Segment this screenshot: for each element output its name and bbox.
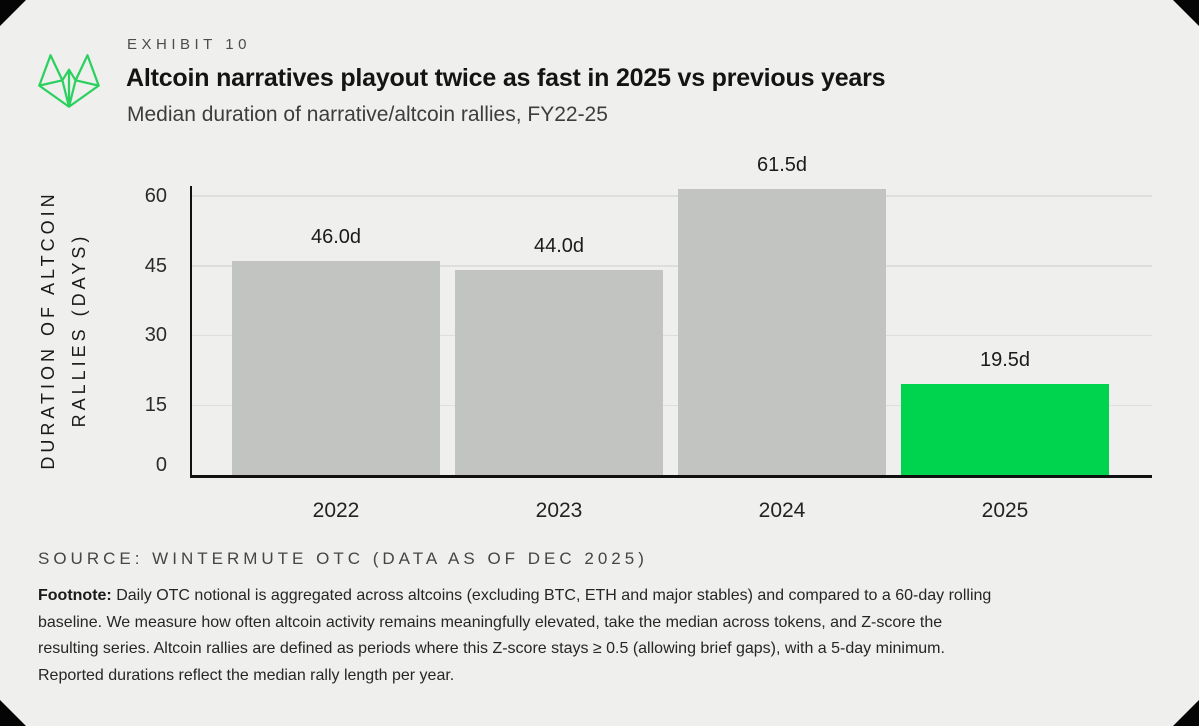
source-line: SOURCE: WINTERMUTE OTC (DATA AS OF DEC 2…: [38, 549, 648, 568]
y-axis-title-line1: DURATION OF ALTCOIN: [38, 190, 58, 470]
footnote: Footnote: Daily OTC notional is aggregat…: [38, 583, 1178, 689]
y-tick-label-60: 60: [144, 184, 167, 207]
wintermute-logo-icon: [38, 54, 100, 108]
footnote-line: baseline. We measure how often altcoin a…: [38, 613, 943, 631]
value-label-2024: 61.5d: [756, 153, 808, 176]
page-subtitle: Median duration of narrative/altcoin ral…: [127, 103, 608, 126]
x-tick-label-2025: 2025: [981, 499, 1029, 522]
x-tick-label-2023: 2023: [535, 499, 583, 522]
footnote-line: Footnote: Daily OTC notional is aggregat…: [38, 583, 1178, 610]
y-tick-label-30: 30: [144, 324, 167, 347]
bar-2025: [901, 384, 1109, 475]
gridline-30: [192, 334, 1152, 337]
value-label-2025: 19.5d: [979, 349, 1031, 372]
footnote-line: Reported durations reflect the median ra…: [38, 666, 455, 684]
bar-2024: [678, 188, 886, 475]
y-tick-label-15: 15: [144, 394, 167, 417]
footnote-line: resulting series. Altcoin rallies are de…: [38, 640, 945, 657]
footnote-label: Footnote:: [38, 587, 112, 604]
value-label-2022: 46.0d: [310, 225, 362, 248]
x-tick-label-2022: 2022: [312, 499, 360, 522]
plot-area: 0 15 30 45 60 46.0d 2022 44.0d 2023 61.5d 2024 19.5…: [145, 154, 1152, 522]
y-axis-title: DURATION OF ALTCOIN RALLIES (DAYS): [33, 190, 95, 469]
page-title: Altcoin narratives playout twice as fast…: [126, 64, 886, 92]
exhibit-label: EXHIBIT 10: [127, 36, 251, 53]
y-tick-label-0: 0: [155, 454, 167, 476]
bar-2022: [232, 260, 440, 475]
value-label-2023: 44.0d: [533, 235, 585, 258]
gridline-45: [192, 265, 1152, 267]
y-tick-label-45: 45: [144, 254, 167, 277]
x-tick-label-2024: 2024: [758, 499, 806, 522]
gridline-60: [192, 195, 1152, 197]
footnote-text: Daily OTC notional is aggregated across …: [116, 587, 992, 604]
gridline-15: [192, 404, 1152, 407]
bar-2023: [455, 270, 663, 475]
